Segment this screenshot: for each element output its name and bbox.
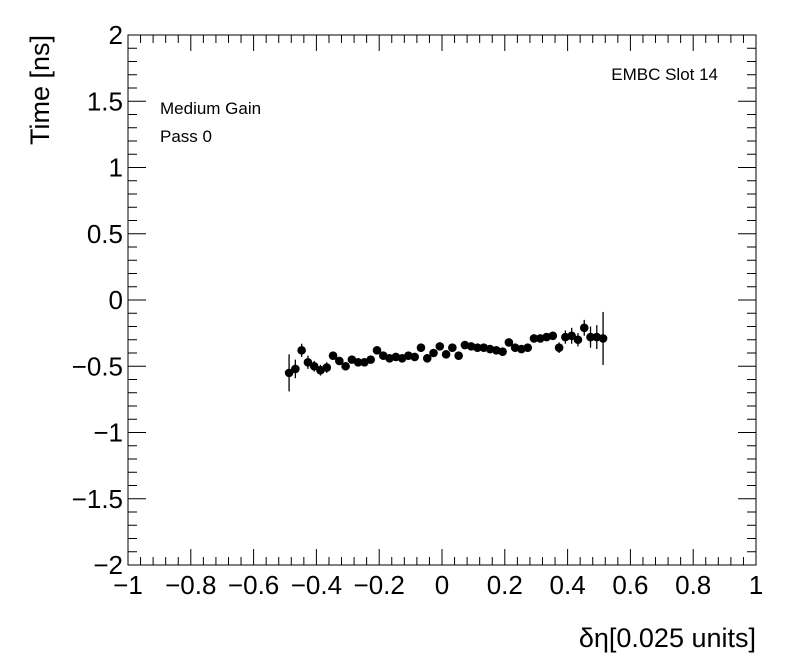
x-tick-label: 0 [435, 570, 449, 600]
marker [435, 342, 445, 351]
marker [441, 350, 451, 359]
marker [328, 351, 338, 360]
marker [341, 361, 350, 371]
data-point [529, 334, 539, 343]
marker [554, 343, 564, 353]
marker [284, 368, 294, 378]
marker [372, 346, 382, 355]
x-tick-label: −0.8 [165, 570, 216, 600]
marker [410, 352, 419, 362]
data-point [441, 350, 451, 359]
data-point [372, 346, 382, 355]
marker [454, 351, 463, 360]
marker [523, 343, 533, 353]
marker [598, 334, 608, 343]
marker [529, 334, 539, 343]
data-point [523, 343, 533, 353]
data-point [573, 333, 583, 347]
y-tick-label: −1.5 [72, 484, 123, 514]
marker [448, 343, 457, 353]
data-point [422, 354, 432, 363]
y-tick-label: −1 [93, 418, 123, 448]
data-point [410, 352, 419, 362]
data-point [335, 356, 344, 366]
annotation-pass: Pass 0 [160, 127, 212, 146]
annotation-gain: Medium Gain [160, 99, 261, 118]
x-tick-label: 0.4 [550, 570, 586, 600]
data-point [579, 319, 589, 336]
marker [303, 357, 313, 367]
marker [573, 335, 583, 345]
y-tick-label: 1.5 [87, 86, 123, 116]
data-point [454, 351, 463, 360]
marker [353, 357, 363, 367]
data-point [284, 354, 294, 392]
marker [366, 355, 376, 364]
x-tick-label: 1 [749, 570, 763, 600]
marker [416, 343, 426, 353]
x-tick-label: −0.4 [291, 570, 342, 600]
marker [504, 338, 514, 347]
y-axis-title: Time [ns] [25, 35, 55, 145]
data-point [586, 326, 595, 348]
axis-ticks [127, 34, 757, 566]
data-point [303, 355, 313, 369]
x-tick-label: −0.6 [228, 570, 279, 600]
x-tick-label: 0.8 [675, 570, 711, 600]
data-point [429, 348, 438, 358]
marker [548, 331, 558, 341]
data-point [598, 311, 608, 365]
marker [322, 363, 332, 372]
data-point [554, 342, 564, 353]
marker [473, 343, 482, 353]
marker [335, 356, 344, 366]
data-point [416, 343, 426, 353]
y-tick-label: 0 [109, 285, 123, 315]
plot-frame [127, 34, 757, 566]
data-point [448, 343, 457, 353]
marker [297, 346, 306, 355]
y-tick-label: 2 [109, 20, 123, 50]
marker [579, 323, 589, 333]
data-point [548, 331, 558, 341]
y-tick-label: 0.5 [87, 219, 123, 249]
y-tick-label: −2 [93, 550, 123, 580]
data-point [366, 355, 376, 364]
data-point [291, 359, 300, 379]
marker [309, 361, 319, 371]
data-point [504, 338, 514, 347]
data-point [341, 361, 350, 371]
data-point [567, 327, 576, 344]
marker [586, 332, 595, 342]
x-tick-label: −1 [113, 570, 143, 600]
data-point [473, 343, 482, 353]
marker [291, 364, 300, 374]
marker [429, 348, 438, 358]
data-point [498, 347, 507, 356]
y-tick-label: 1 [109, 153, 123, 183]
data-point [435, 342, 445, 351]
data-points [284, 311, 608, 392]
x-tick-labels: −1 −0.8 −0.6 −0.4 −0.2 0 0.2 0.4 0.6 0.8 1 [113, 570, 763, 600]
data-point [322, 362, 332, 373]
data-point [328, 351, 338, 360]
data-point [309, 360, 319, 372]
marker [567, 331, 576, 341]
x-tick-label: 0.2 [487, 570, 523, 600]
y-tick-labels: −2 −1.5 −1 −0.5 0 0.5 1 1.5 2 [72, 20, 123, 580]
marker [422, 354, 432, 363]
marker [498, 347, 507, 356]
data-point [297, 343, 306, 357]
x-tick-label: −0.2 [354, 570, 405, 600]
y-tick-label: −0.5 [72, 351, 123, 381]
data-point [353, 357, 363, 367]
annotation-slot: EMBC Slot 14 [611, 65, 718, 84]
x-tick-label: 0.6 [612, 570, 648, 600]
x-axis-title: δη[0.025 units] [579, 623, 756, 653]
